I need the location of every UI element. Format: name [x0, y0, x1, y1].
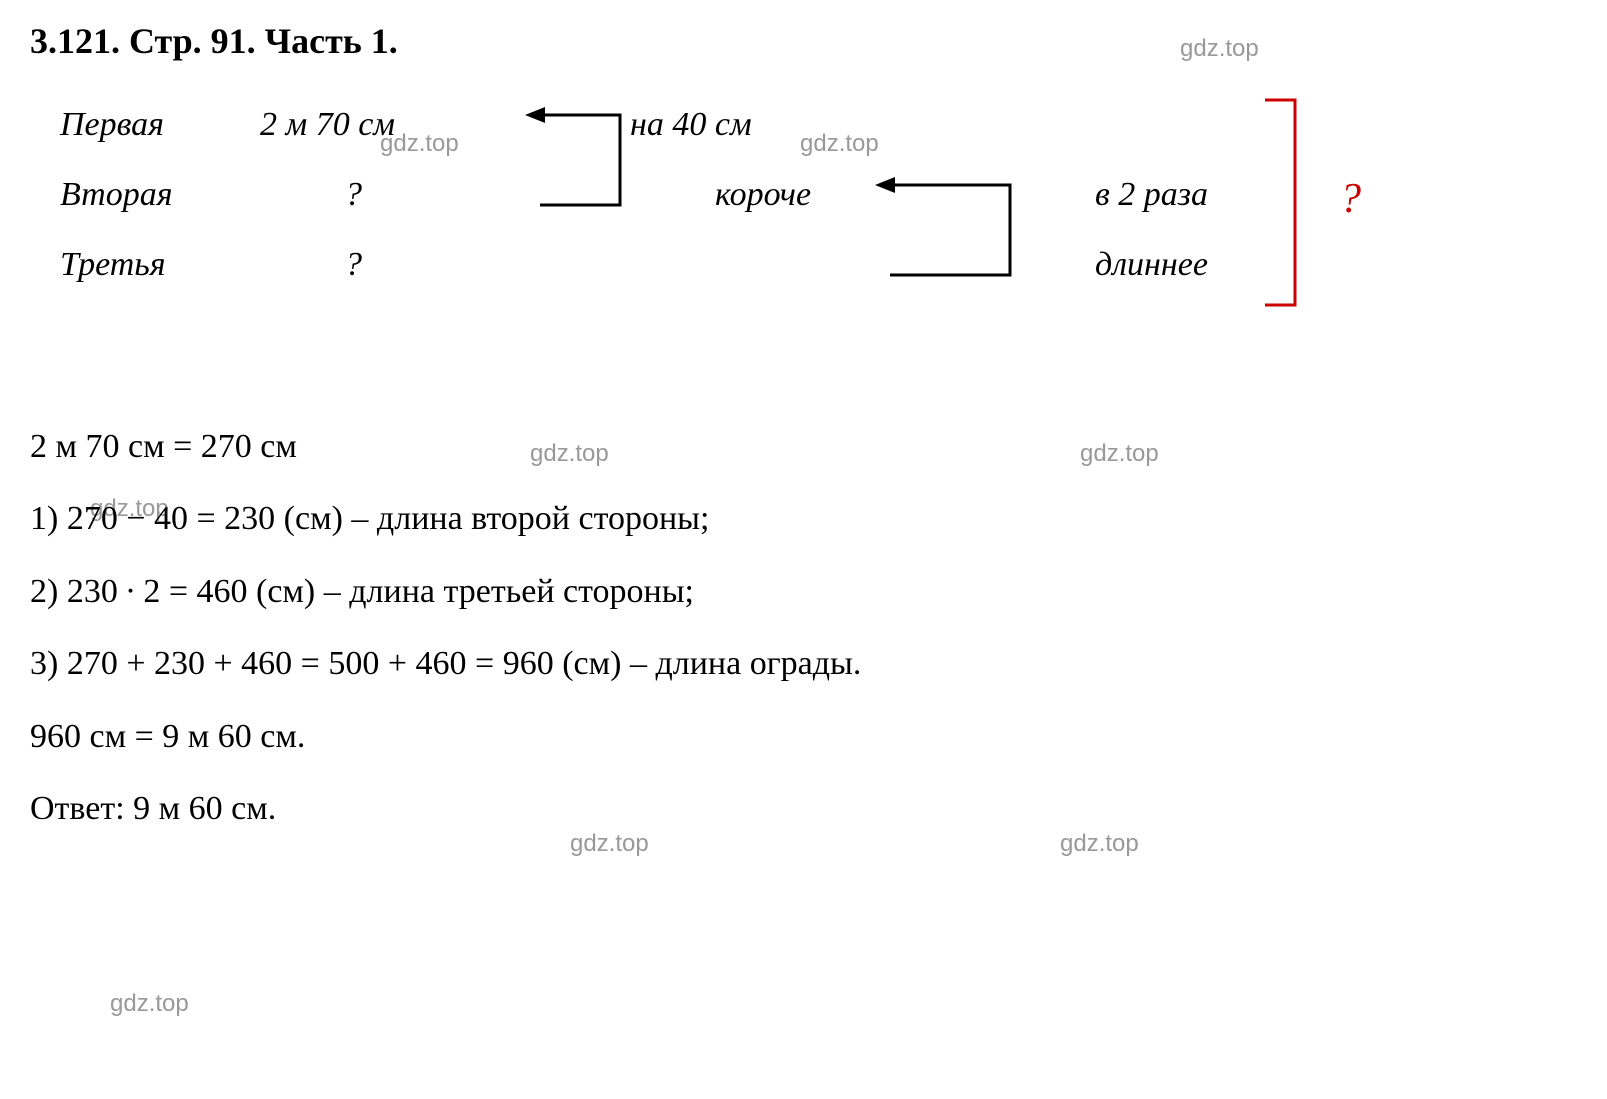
table-row: Первая 2 м 70 см на 40 см — [60, 90, 1295, 160]
step-line: 2) 230 ∙ 2 = 460 (см) – длина третьей ст… — [30, 565, 861, 619]
watermark: gdz.top — [110, 990, 189, 1018]
row-label: Первая — [60, 106, 260, 144]
step-line: 1) 270 − 40 = 230 (см) – длина второй ст… — [30, 492, 861, 546]
step-line: 3) 270 + 230 + 460 = 500 + 460 = 960 (см… — [30, 637, 861, 691]
conversion-line: 2 м 70 см = 270 см — [30, 420, 861, 474]
problem-header: 3.121. Стр. 91. Часть 1. — [30, 20, 398, 62]
watermark: gdz.top — [1080, 440, 1159, 468]
table-row: Третья ? длиннее — [60, 230, 1295, 300]
watermark: gdz.top — [1060, 830, 1139, 858]
connector-bracket-2 — [870, 175, 1040, 295]
connector-bracket-1 — [520, 105, 650, 225]
question-mark: ? — [1340, 175, 1361, 223]
row-value: 2 м 70 см — [260, 106, 530, 144]
watermark: gdz.top — [1180, 35, 1259, 63]
row-extra: в 2 раза — [995, 176, 1295, 214]
row-label: Третья — [60, 246, 260, 284]
row-value: ? — [260, 246, 615, 284]
row-label: Вторая — [60, 176, 260, 214]
table-row: Вторая ? короче в 2 раза — [60, 160, 1295, 230]
row-extra: длиннее — [995, 246, 1295, 284]
big-bracket — [1260, 95, 1310, 310]
problem-table: Первая 2 м 70 см на 40 см Вторая ? короч… — [60, 90, 1295, 300]
result-line: 960 см = 9 м 60 см. — [30, 710, 861, 764]
answer-line: Ответ: 9 м 60 см. — [30, 782, 861, 836]
calculations: 2 м 70 см = 270 см 1) 270 − 40 = 230 (см… — [30, 420, 861, 854]
